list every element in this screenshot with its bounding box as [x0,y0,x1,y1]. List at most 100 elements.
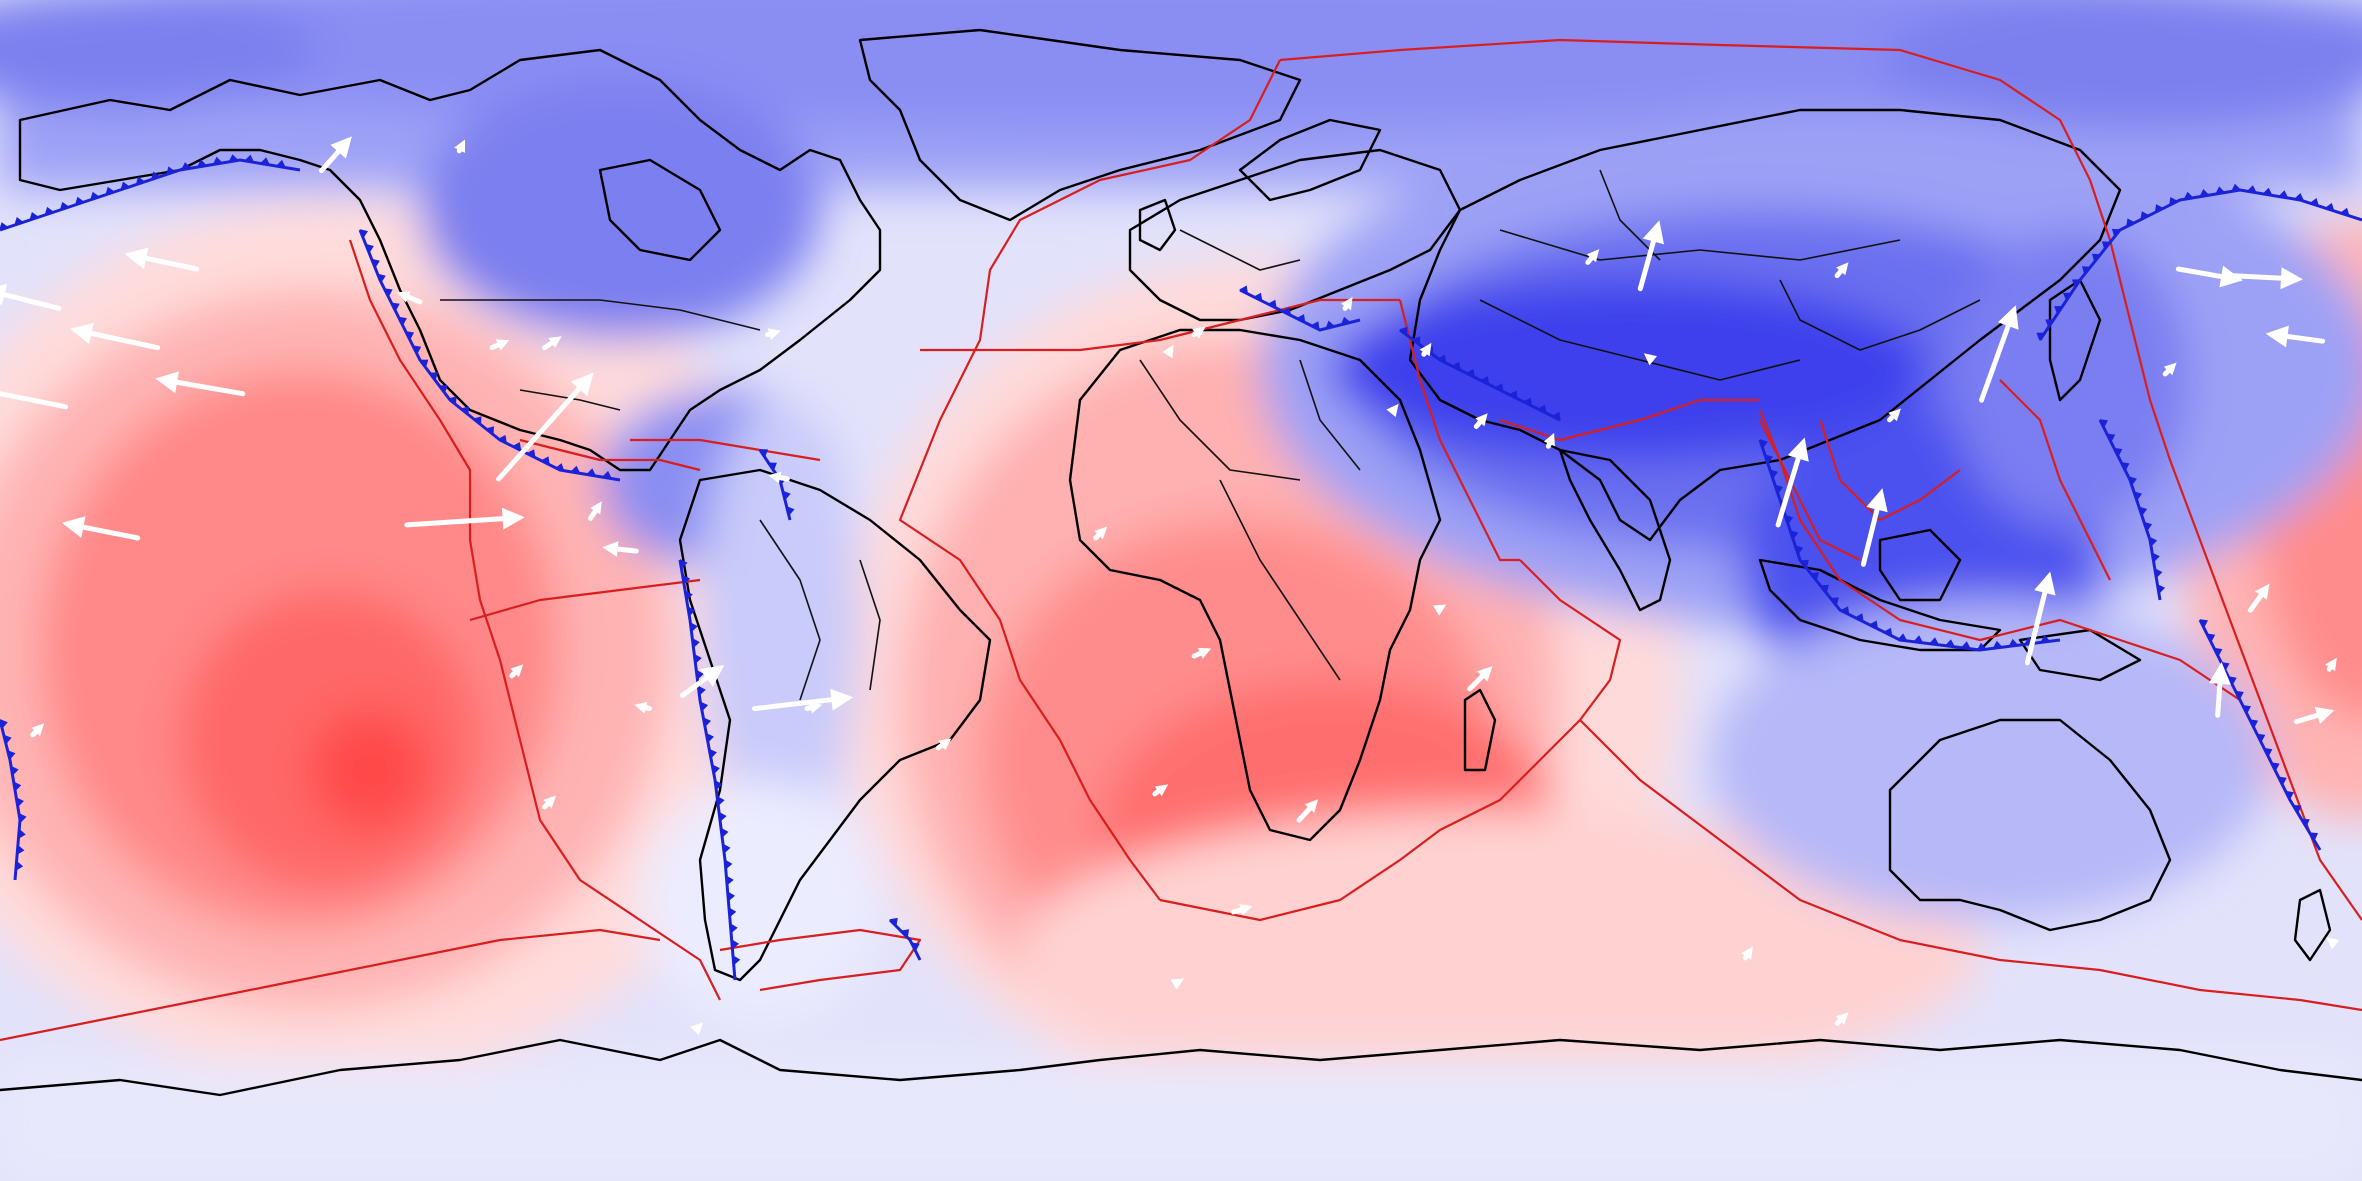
velocity-arrow [2228,267,2303,290]
velocity-arrow [1093,526,1108,541]
subduction-tooth [2309,198,2320,207]
subduction-tooth [2199,189,2210,197]
subduction-tooth [166,166,176,175]
velocity-arrow-head [397,291,411,303]
velocity-arrow [2208,662,2231,718]
subduction-tooth [2128,476,2137,486]
velocity-arrow-head [543,795,556,809]
velocity-arrow-head [2034,571,2056,596]
velocity-arrow [2162,362,2177,377]
velocity-arrow-head [602,541,619,557]
subduction-tooth [727,891,735,902]
coast-asia [1408,108,2122,542]
subduction-tooth [2213,647,2223,657]
subduction-tooth [1325,320,1336,329]
subduction-tooth [732,955,741,966]
subduction-tooth [275,159,286,168]
subduction-tooth [700,701,709,712]
velocity-arrow-head [1433,604,1447,616]
velocity-arrow-shaft [0,391,69,410]
velocity-arrow-head [699,665,725,687]
subduction-tooth [2113,447,2123,457]
ridge-southwest-indian [1159,559,1622,922]
velocity-arrow [935,738,952,751]
subduction-tooth [2157,584,2166,594]
velocity-arrow [1341,297,1353,311]
coast-hudson [598,158,722,262]
velocity-arrow [1585,249,1600,265]
velocity-arrow [496,372,594,482]
velocity-arrow [1887,408,1901,423]
subduction-tooth [371,258,380,269]
trench-south-sandwich [888,918,922,961]
velocity-arrow-head [61,516,86,538]
subduction-tooth [384,288,393,298]
subduction-tooth [698,685,706,696]
subduction-tooth [2271,762,2280,772]
subduction-tooth [709,748,717,759]
subduction-tooth [2262,187,2273,196]
subduction-tooth [715,780,723,791]
subduction-tooth [439,385,448,394]
subduction-tooth [74,196,85,205]
velocity-arrow-shaft [1775,451,1802,528]
velocity-arrow [2248,583,2270,613]
boundary-cocos [519,438,701,472]
subduction-tooth [7,750,16,760]
subduction-tooth [412,345,422,355]
velocity-arrow-head [690,1022,704,1036]
ridge-pacific-antarctic [0,928,661,1042]
subduction-tooth [44,206,55,216]
subduction-tooth [2143,521,2153,532]
velocity-arrow [1637,220,1664,292]
velocity-arrow-shaft [1979,319,2013,403]
boundary-caribbean [630,438,821,462]
subduction-tooth [721,827,729,838]
subduction-tooth [181,162,192,170]
velocity-arrow-head [570,372,594,397]
subduction-tooth [2215,186,2226,195]
coast-borneo [1878,528,1962,602]
subduction-tooth [2246,185,2257,193]
subduction-tooth [2221,662,2230,671]
subduction-tooth [1759,439,1768,449]
subduction-tooth [694,653,702,664]
velocity-arrow-head [1197,647,1212,659]
field-s-america-blue [700,400,860,840]
velocity-arrow-shaft [1637,234,1658,292]
velocity-arrow-head [809,701,823,714]
subduction-tooth [2264,747,2273,757]
velocity-arrow-head [1787,437,1809,462]
subduction-tooth [2111,228,2121,238]
subduction-tooth [2231,183,2241,192]
subduction-tooth [725,859,733,870]
subduction-tooth [1296,314,1306,323]
subduction-tooth [244,154,255,163]
subduction-tooth [1239,285,1248,294]
velocity-arrow [1170,978,1184,990]
subduction-tooth [1945,639,1955,647]
subduction-tooth [586,468,597,476]
subduction-tooth [1869,620,1878,629]
velocity-arrow-head [2163,362,2177,376]
ridge-east-pacific [348,239,721,1001]
ridge-arctic [1279,38,2091,181]
subduction-tooth [1494,383,1504,392]
subduction-tooth [2285,790,2294,800]
subduction-tooth [0,222,9,231]
subduction-tooth [731,939,739,950]
subduction-tooth [1523,397,1533,407]
velocity-arrow-shaft [2215,677,2223,718]
subduction-tooth [2228,676,2237,686]
velocity-arrow-head [454,139,465,153]
velocity-arrow [690,1022,704,1036]
subduction-tooth [2256,733,2266,743]
coast-new-guinea [2018,628,2142,682]
velocity-arrow-shaft [403,293,423,305]
subduction-tooth [377,273,386,283]
coast-africa [1068,328,1442,842]
subduction-tooth [1480,376,1490,385]
subduction-tooth [703,717,711,728]
velocity-arrow-head [2280,267,2303,290]
velocity-arrow-shaft [2175,266,2229,280]
